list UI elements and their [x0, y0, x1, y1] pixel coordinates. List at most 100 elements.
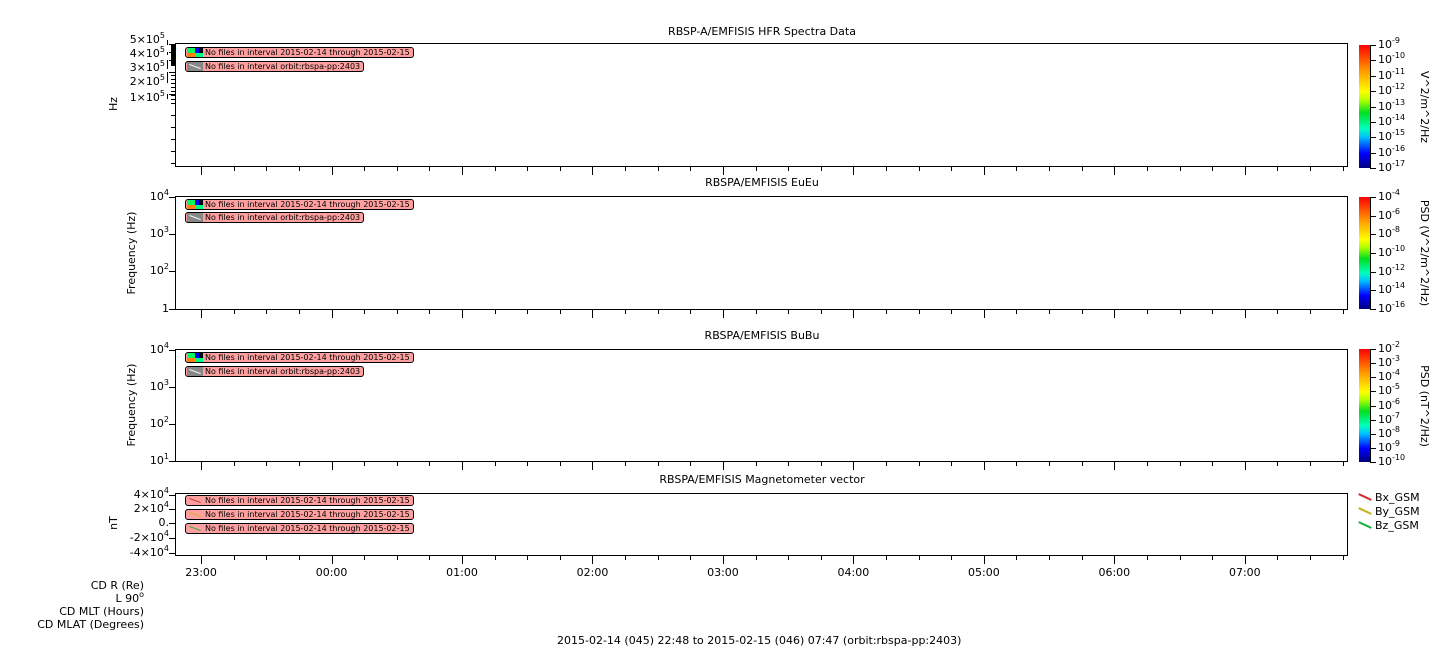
x-major-tick — [592, 556, 593, 564]
y-tick — [169, 424, 175, 425]
no-data-message: No files in interval 2015-02-14 through … — [185, 47, 414, 58]
y-minor-tick — [171, 83, 175, 84]
y-minor-tick — [171, 151, 175, 152]
x-minor-tick — [1343, 167, 1344, 171]
colorbar-tick — [1370, 405, 1376, 407]
panel-1-plot-area — [175, 43, 1348, 167]
colorbar-tick — [1370, 168, 1376, 169]
legend-swatch — [1358, 493, 1372, 501]
x-minor-tick — [1016, 462, 1017, 466]
colorbar-tick-label-mantissa: 10 — [1378, 190, 1392, 203]
colorbar-tick-label-exponent: -4 — [1392, 368, 1400, 378]
x-minor-tick — [788, 556, 789, 560]
x-minor-tick — [788, 462, 789, 466]
x-minor-tick — [1277, 556, 1278, 560]
colorbar-tick-label-mantissa: 10 — [1378, 342, 1392, 355]
x-minor-tick — [788, 310, 789, 314]
x-minor-tick — [951, 167, 952, 171]
y-tick-label: 102 — [150, 263, 169, 277]
x-major-tick — [853, 556, 854, 564]
orbit-line-icon — [187, 367, 203, 376]
x-minor-tick — [1049, 462, 1050, 466]
no-data-message: No files in interval orbit:rbspa-pp:2403 — [185, 366, 365, 377]
colorbar-tick-label: 10-10 — [1378, 454, 1405, 468]
y-tick-label-mantissa: 5×10 — [129, 33, 160, 46]
colorbar-tick-label: 10-14 — [1378, 282, 1405, 296]
y-minor-tick — [171, 79, 175, 80]
x-major-tick — [462, 310, 463, 318]
y-tick-label: 103 — [149, 379, 169, 393]
no-data-message: No files in interval 2015-02-14 through … — [185, 199, 414, 210]
y-minor-tick — [171, 99, 175, 100]
colorbar-tick-label: 10-9 — [1378, 37, 1400, 51]
series-line-icon — [187, 524, 203, 533]
y-tick-label-mantissa: 4×10 — [129, 47, 160, 60]
ephemeris-label-text: CD MLAT (Degrees) — [37, 618, 144, 631]
x-minor-tick — [364, 310, 365, 314]
spectrogram-icon — [187, 353, 203, 362]
y-tick-label-mantissa: 10 — [149, 417, 164, 430]
x-minor-tick — [234, 556, 235, 560]
colorbar-tick-label: 10-10 — [1378, 52, 1405, 66]
colorbar — [1359, 197, 1370, 309]
panel-title: RBSPA/EMFISIS BuBu — [704, 329, 820, 342]
y-minor-tick — [171, 87, 175, 88]
message-text: No files in interval 2015-02-14 through … — [205, 510, 410, 519]
x-minor-tick — [1016, 310, 1017, 314]
x-minor-tick — [1049, 556, 1050, 560]
x-minor-tick — [1277, 310, 1278, 314]
colorbar-tick — [1370, 419, 1376, 421]
x-major-tick — [723, 556, 724, 564]
colorbar-label: V^2/m^2/Hz — [1418, 70, 1431, 143]
x-minor-tick — [1277, 462, 1278, 466]
y-axis-label: Hz — [107, 96, 120, 112]
y-tick — [169, 523, 175, 524]
x-minor-tick — [560, 462, 561, 466]
colorbar-tick — [1370, 137, 1376, 139]
x-minor-tick — [919, 462, 920, 466]
y-tick-label-exponent: 5 — [159, 59, 165, 68]
colorbar-tick — [1370, 349, 1376, 350]
x-major-tick — [332, 462, 333, 470]
colorbar-tick-label: 10-6 — [1378, 397, 1400, 412]
no-data-message: No files in interval orbit:rbspa-pp:2403 — [185, 212, 365, 223]
colorbar-tick-label: 10-8 — [1378, 425, 1400, 440]
y-tick-label-mantissa: 0. — [158, 516, 170, 529]
x-minor-tick — [364, 462, 365, 466]
y-tick-label-mantissa: 3×10 — [129, 61, 160, 74]
y-tick — [169, 350, 175, 351]
x-minor-tick — [1212, 462, 1213, 466]
colorbar-tick-label-mantissa: 10 — [1378, 412, 1392, 426]
colorbar-tick-label-exponent: -4 — [1392, 188, 1400, 197]
y-tick-label-mantissa: -4×10 — [129, 546, 164, 559]
x-major-tick — [723, 310, 724, 318]
y-tick-label-mantissa: 10 — [149, 190, 164, 203]
y-tick-label: 5×105 — [129, 32, 165, 46]
colorbar-tick — [1370, 91, 1376, 93]
colorbar-tick-label-exponent: -16 — [1392, 143, 1406, 153]
x-tick-label: 23:00 — [185, 566, 217, 579]
x-minor-tick — [1147, 167, 1148, 171]
x-minor-tick — [951, 556, 952, 560]
x-minor-tick — [658, 167, 659, 171]
x-minor-tick — [625, 556, 626, 560]
colorbar-tick-label-exponent: -14 — [1392, 112, 1406, 122]
x-minor-tick — [756, 310, 757, 314]
no-data-message: No files in interval 2015-02-14 through … — [185, 495, 414, 506]
colorbar-tick-label: 10-16 — [1378, 143, 1406, 159]
colorbar-tick-label-exponent: -10 — [1392, 244, 1406, 253]
x-minor-tick — [495, 462, 496, 466]
colorbar-tick — [1370, 45, 1376, 46]
colorbar-tick-label-exponent: -17 — [1392, 159, 1406, 168]
x-minor-tick — [951, 310, 952, 314]
colorbar-tick — [1370, 462, 1376, 463]
x-minor-tick — [1343, 462, 1344, 466]
colorbar-tick — [1370, 377, 1376, 379]
y-tick-leader — [167, 94, 168, 99]
footer-time-range: 2015-02-14 (045) 22:48 to 2015-02-15 (04… — [557, 634, 962, 647]
colorbar-tick — [1370, 309, 1376, 310]
y-tick-label-mantissa: 10 — [149, 380, 164, 393]
colorbar-tick — [1370, 271, 1376, 273]
x-minor-tick — [1082, 462, 1083, 466]
ephemeris-label: CD MLT (Hours) — [59, 606, 144, 618]
